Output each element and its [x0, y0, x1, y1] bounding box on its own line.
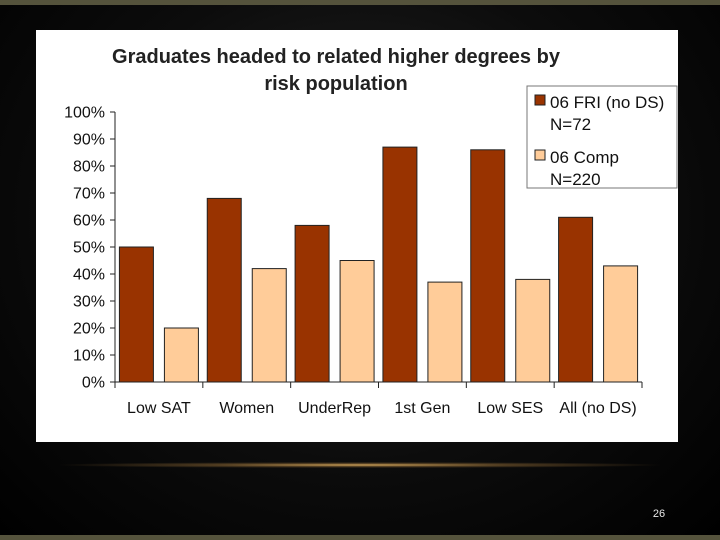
- legend-box: [526, 85, 678, 189]
- y-tick-label: 10%: [73, 348, 105, 365]
- y-tick-label: 70%: [73, 186, 105, 203]
- chart-title-line-2: risk population: [264, 73, 407, 95]
- x-tick-label: Low SES: [477, 400, 543, 417]
- bar-series-1: [118, 246, 154, 383]
- y-tick-label: 30%: [73, 294, 105, 311]
- legend-label-series-1: N=72: [550, 115, 591, 134]
- chart-svg: Graduates headed to related higher degre…: [64, 46, 678, 417]
- y-tick-label: 40%: [73, 267, 105, 284]
- bar-series-2: [427, 281, 463, 383]
- y-tick-label: 0%: [82, 375, 105, 392]
- chart-title-line-1: Graduates headed to related higher degre…: [112, 46, 561, 68]
- bar-series-1: [470, 149, 506, 383]
- bars: [118, 146, 639, 383]
- x-axis: Low SAT Women UnderRep 1st Gen Low SES All (n…: [114, 381, 643, 417]
- bar-series-2: [603, 265, 639, 383]
- legend-label-series-1: 06 FRI (no DS): [550, 93, 664, 112]
- y-tick-label: 60%: [73, 213, 105, 230]
- x-tick-label: Low SAT: [127, 400, 191, 417]
- legend-label-series-2: 06 Comp: [550, 148, 619, 167]
- legend-label-series-2: N=220: [550, 170, 601, 189]
- x-tick-label: Women: [219, 400, 274, 417]
- legend-swatch-series-2: [534, 149, 546, 161]
- bar-series-1: [382, 146, 418, 383]
- x-tick-label: 1st Gen: [394, 400, 450, 417]
- y-axis: 0% 10% 20% 30% 40% 50% 60% 70% 80% 90% 100%: [64, 105, 116, 392]
- bar-series-1: [558, 216, 594, 383]
- bar-series-1: [294, 224, 330, 383]
- bar-series-2: [339, 260, 375, 383]
- bar-series-2: [251, 268, 287, 383]
- x-tick-label: All (no DS): [559, 400, 636, 417]
- legend-swatch-series-1: [534, 94, 546, 106]
- decorative-glow-line: [60, 462, 660, 468]
- y-tick-label: 20%: [73, 321, 105, 338]
- top-frame-bar: [0, 0, 720, 5]
- y-tick-label: 80%: [73, 159, 105, 176]
- bar-series-1: [206, 197, 242, 383]
- y-tick-label: 100%: [64, 105, 105, 122]
- slide-number: 26: [652, 508, 666, 520]
- y-tick-label: 50%: [73, 240, 105, 257]
- bar-series-2: [163, 327, 199, 383]
- bottom-frame-bar: [0, 535, 720, 540]
- x-tick-label: UnderRep: [298, 400, 371, 417]
- bar-series-2: [515, 278, 551, 383]
- y-tick-label: 90%: [73, 132, 105, 149]
- chart-panel: Graduates headed to related higher degre…: [36, 30, 678, 442]
- legend: 06 FRI (no DS) N=72 06 Comp N=220: [526, 85, 678, 189]
